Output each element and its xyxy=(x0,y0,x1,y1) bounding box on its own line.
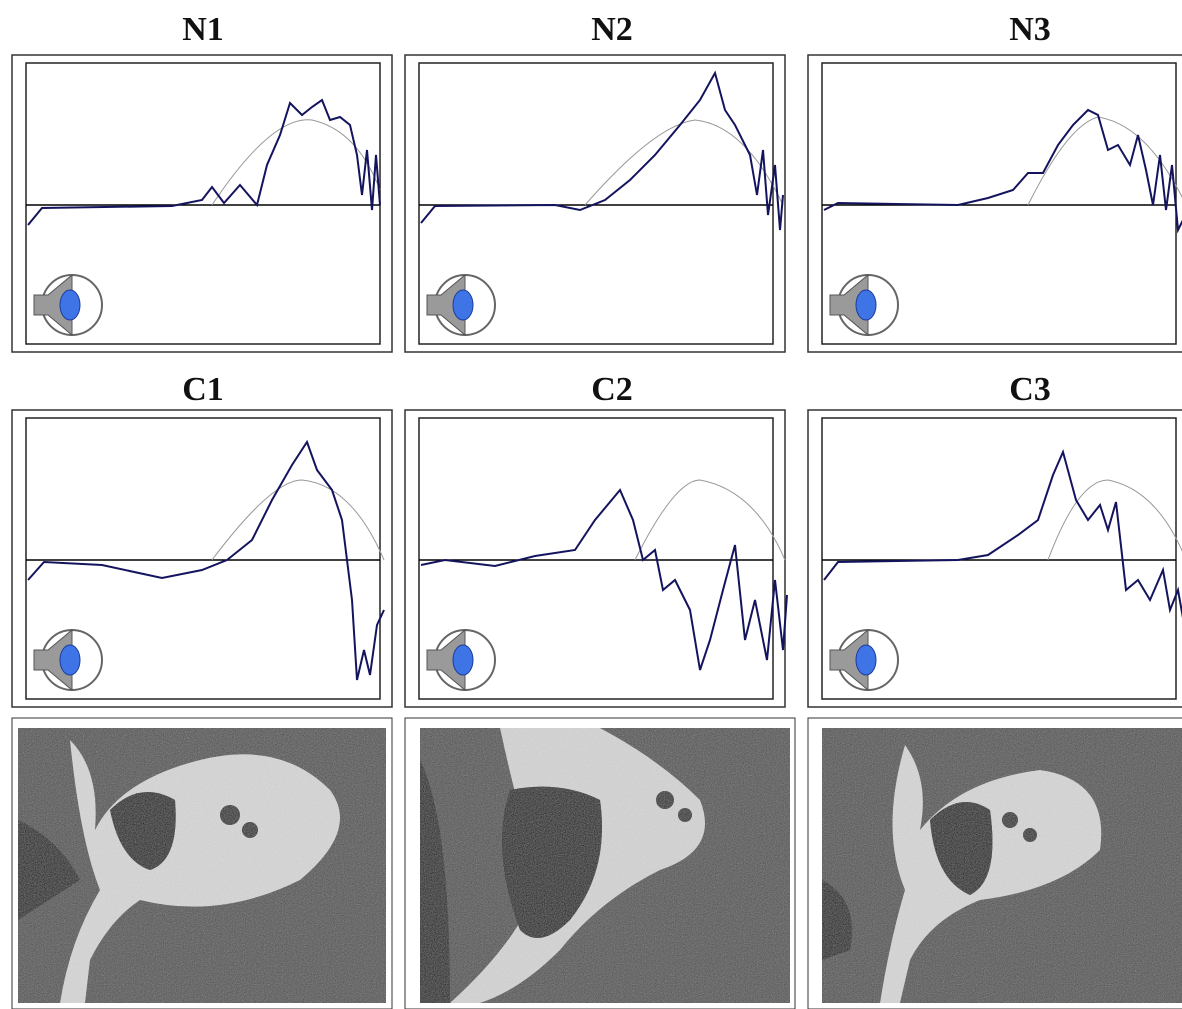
panel-title: N1 xyxy=(182,11,224,48)
ct-image xyxy=(807,717,1182,1009)
response-panel xyxy=(405,55,785,352)
response-panel xyxy=(12,410,392,707)
panel-title: C2 xyxy=(591,371,633,408)
panel-title: C1 xyxy=(182,371,224,408)
ct-image xyxy=(404,717,796,1009)
panel-title: N3 xyxy=(1009,11,1051,48)
response-panel xyxy=(808,410,1182,707)
ct-image xyxy=(11,717,393,1009)
panel-title: N2 xyxy=(591,11,633,48)
response-panel xyxy=(12,55,392,352)
response-panel xyxy=(808,55,1182,352)
response-panel xyxy=(405,410,788,707)
panel-title: C3 xyxy=(1009,371,1051,408)
